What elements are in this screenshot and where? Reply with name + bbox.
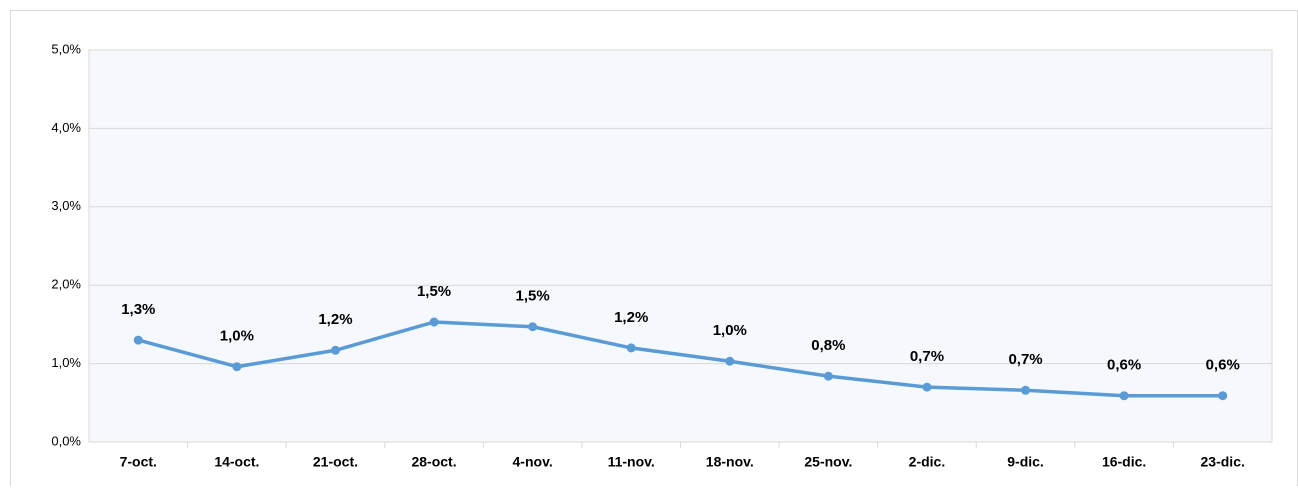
x-tick-label: 11-nov. [608, 454, 655, 470]
x-tick-label: 2-dic. [909, 454, 946, 470]
x-tick-label: 14-oct. [214, 454, 259, 470]
point [429, 317, 439, 327]
value-label: 1,2% [614, 309, 648, 326]
y-tick-label: 4,0% [51, 120, 81, 135]
point [725, 356, 735, 366]
point [626, 343, 636, 353]
point [823, 371, 833, 381]
point [133, 335, 143, 345]
x-tick-label: 23-dic. [1201, 454, 1245, 470]
plot-area [88, 49, 1273, 443]
point [330, 345, 340, 355]
value-label: 0,6% [1107, 357, 1141, 374]
x-tick-label: 9-dic. [1007, 454, 1044, 470]
value-label: 1,0% [220, 328, 254, 345]
y-tick-label: 2,0% [51, 277, 81, 292]
value-label: 1,3% [121, 301, 155, 318]
value-label: 0,6% [1206, 357, 1240, 374]
value-label: 1,2% [318, 311, 352, 328]
value-label: 1,5% [516, 288, 550, 305]
point [922, 382, 932, 392]
value-label: 0,7% [910, 348, 944, 365]
y-tick-label: 3,0% [51, 198, 81, 213]
point [1021, 385, 1031, 395]
x-tick-label: 4-nov. [513, 454, 553, 470]
x-tick-label: 21-oct. [313, 454, 358, 470]
series-line [137, 320, 1223, 398]
y-tick-label: 1,0% [51, 355, 81, 370]
x-tick-label: 25-nov. [804, 454, 852, 470]
point [1119, 391, 1129, 401]
point [232, 362, 242, 372]
point [1218, 391, 1228, 401]
value-label: 0,8% [811, 337, 845, 354]
value-label: 0,7% [1008, 351, 1042, 368]
value-label: 1,5% [417, 283, 451, 300]
point [528, 322, 538, 332]
x-tick-label: 28-oct. [411, 454, 456, 470]
y-tick-label: 0,0% [51, 433, 81, 448]
x-tick-label: 16-dic. [1102, 454, 1146, 470]
x-tick-label: 7-oct. [120, 454, 157, 470]
value-label: 1,0% [713, 322, 747, 339]
y-tick-label: 5,0% [51, 41, 81, 56]
x-tick-label: 18-nov. [706, 454, 754, 470]
